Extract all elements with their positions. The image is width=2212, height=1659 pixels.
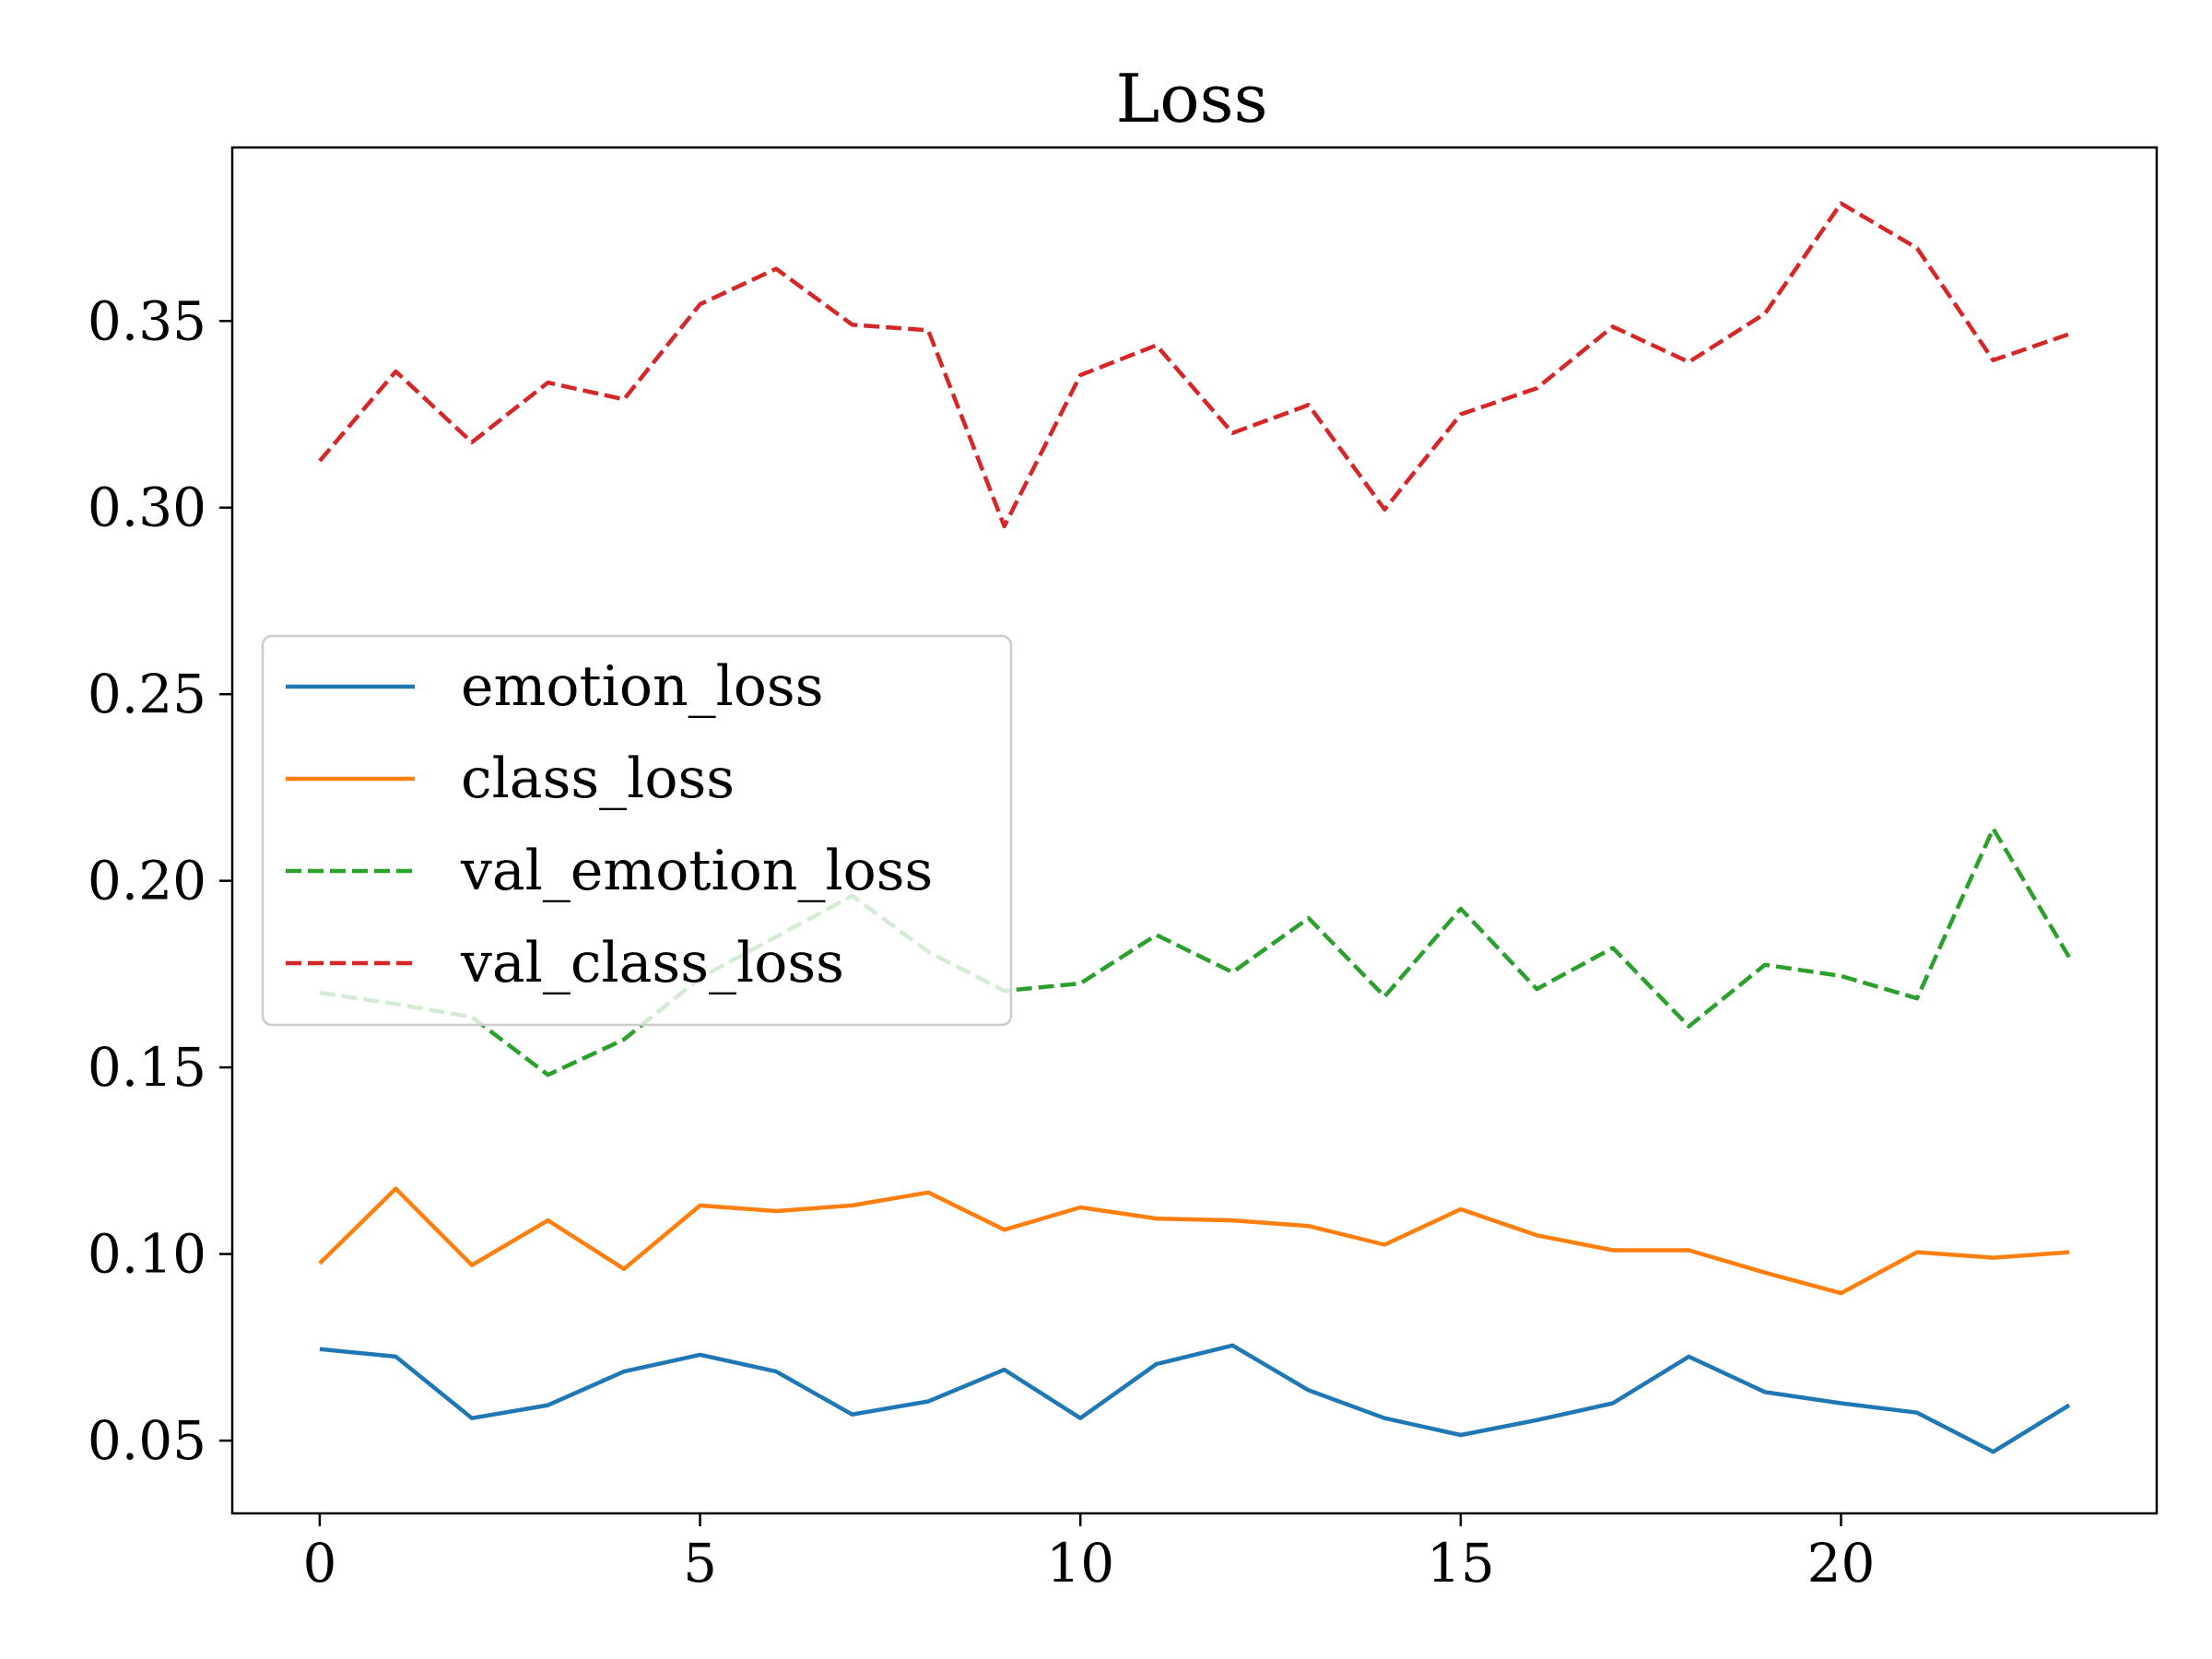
series-line-class-loss <box>318 1186 2070 1296</box>
legend-label-class-loss: class_loss <box>461 747 735 811</box>
y-tick-label: 0.05 <box>88 1409 206 1472</box>
y-tick-label: 0.20 <box>88 850 206 912</box>
x-tick-label: 0 <box>302 1532 336 1594</box>
y-axis: 0.05 0.10 0.15 0.20 0.25 0.30 0.35 <box>88 289 232 1472</box>
legend-label-emotion-loss: emotion_loss <box>461 654 824 719</box>
y-tick-label: 0.10 <box>88 1223 206 1286</box>
x-tick-label: 10 <box>1046 1532 1114 1594</box>
y-tick-label: 0.30 <box>88 477 206 539</box>
legend-label-val-emotion-loss: val_emotion_loss <box>460 839 933 903</box>
legend-label-val-class-loss: val_class_loss <box>460 931 844 995</box>
x-tick-label: 20 <box>1807 1532 1876 1594</box>
y-tick-label: 0.35 <box>88 289 206 352</box>
x-axis: 0 5 10 15 20 <box>302 1513 1875 1594</box>
x-tick-label: 5 <box>683 1532 717 1594</box>
legend: emotion_loss class_loss val_emotion_lossva… <box>261 634 1013 1027</box>
legend-box <box>261 634 1013 1027</box>
y-tick-label: 0.25 <box>88 663 206 725</box>
series-line-emotion-loss <box>319 1343 2071 1454</box>
series-line-val-emotion-loss <box>319 826 2072 1077</box>
y-tick-label: 0.15 <box>88 1036 206 1099</box>
series-line-val-class-loss <box>318 201 2070 529</box>
plot-frame <box>230 146 2159 1515</box>
chart-title: Loss <box>1115 60 1267 137</box>
x-tick-label: 15 <box>1427 1532 1495 1594</box>
series-layer <box>318 201 2072 1454</box>
